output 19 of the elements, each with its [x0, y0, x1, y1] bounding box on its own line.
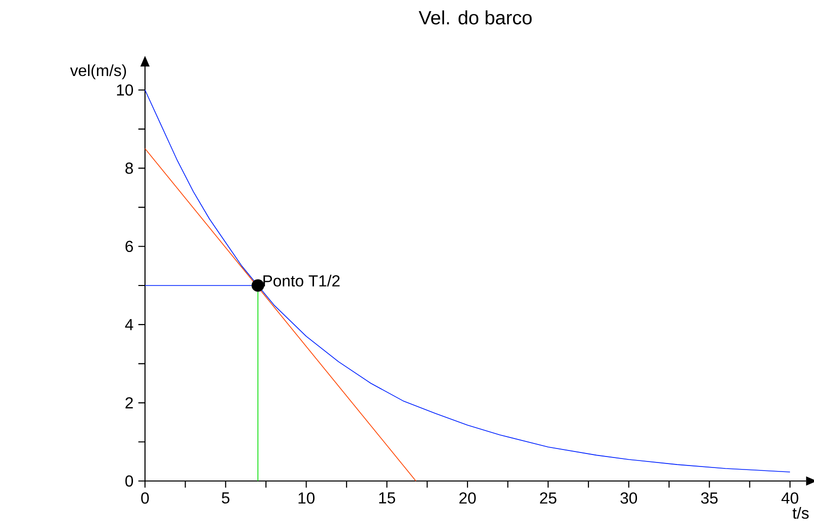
x-tick-label: 0 [141, 492, 149, 504]
y-tick-label: 4 [125, 319, 134, 330]
y-axis-title: vel(m/s) [70, 64, 126, 80]
y-tick-label: 8 [125, 162, 133, 174]
chart-title: Vel. do barco [418, 10, 532, 24]
x-tick-label: 15 [379, 492, 396, 504]
y-tick-label: 2 [126, 397, 133, 408]
y-tick-label: 0 [125, 475, 134, 487]
annotation: Ponto T1/2 [263, 274, 340, 287]
x-tick-label: 25 [540, 492, 556, 504]
x-axis-title: t/s [792, 507, 809, 519]
y-tick-label: 6 [126, 240, 133, 252]
x-tick-label: 40 [781, 492, 798, 504]
y-tick-label: 10 [117, 84, 134, 96]
x-tick-label: 30 [620, 492, 638, 504]
x-tick-label: 35 [701, 492, 718, 504]
x-tick-label: 20 [459, 492, 476, 504]
x-tick-label: 10 [298, 492, 315, 504]
x-tick-label: 5 [222, 492, 230, 504]
